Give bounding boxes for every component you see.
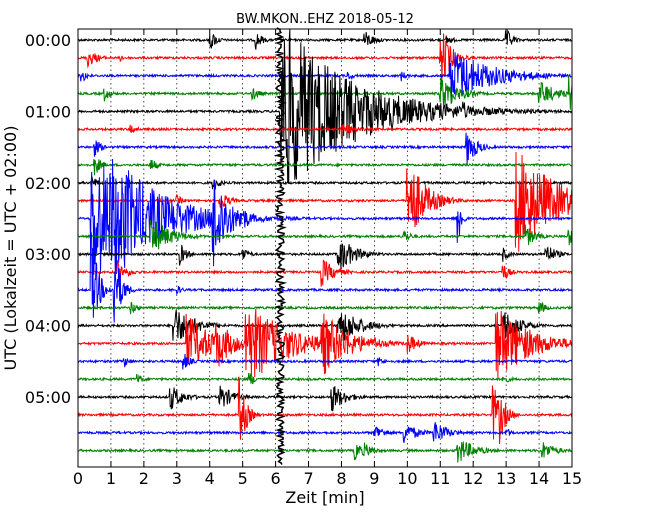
trace-line <box>77 309 573 341</box>
trace-line <box>77 151 573 252</box>
trace-line <box>77 29 573 184</box>
x-tick-label: 11 <box>430 469 450 488</box>
trace-line <box>77 441 573 463</box>
x-tick-label: 4 <box>205 469 215 488</box>
trace-line <box>77 132 573 165</box>
x-tick-label: 8 <box>336 469 346 488</box>
x-axis-label: Zeit [min] <box>285 488 364 507</box>
y-tick-label: 00:00 <box>25 31 71 50</box>
x-tick-label: 13 <box>496 469 516 488</box>
events-layer <box>273 27 288 465</box>
x-tick-label: 0 <box>73 469 83 488</box>
x-tick-label: 14 <box>529 469 549 488</box>
trace-line <box>77 385 573 412</box>
y-tick-label: 05:00 <box>25 388 71 407</box>
x-tick-label: 5 <box>238 469 248 488</box>
x-tick-label: 1 <box>106 469 116 488</box>
trace-line <box>77 33 573 82</box>
trace-line <box>77 372 573 385</box>
y-tick-label: 03:00 <box>25 245 71 264</box>
trace-line <box>77 308 573 379</box>
x-tick-label: 12 <box>463 469 483 488</box>
x-tick-label: 2 <box>139 469 149 488</box>
x-tick-label: 15 <box>562 469 582 488</box>
x-tick-label: 3 <box>172 469 182 488</box>
trace-line <box>77 158 573 176</box>
trace-line <box>77 219 573 250</box>
trace-line <box>77 124 573 138</box>
trace-line <box>77 243 573 270</box>
y-axis-ticks: 00:00 01:00 02:00 03:00 04:00 05:00 <box>25 31 84 407</box>
y-tick-label: 02:00 <box>25 174 71 193</box>
traces-layer <box>77 28 573 463</box>
trace-line <box>77 231 573 323</box>
trace-line <box>77 28 573 50</box>
chart-title: BW.MKON..EHZ 2018-05-12 <box>236 12 414 27</box>
plot-frame <box>77 28 573 468</box>
trace-line <box>77 353 573 370</box>
event-band <box>273 27 288 465</box>
trace-line <box>77 376 573 444</box>
x-tick-label: 9 <box>369 469 379 488</box>
y-tick-label: 01:00 <box>25 102 71 121</box>
y-tick-label: 04:00 <box>25 317 71 336</box>
x-tick-label: 7 <box>303 469 313 488</box>
trace-line <box>77 422 573 443</box>
x-tick-label: 10 <box>397 469 417 488</box>
trace-line <box>77 176 573 191</box>
y-axis-label: UTC (Lokalzeit = UTC + 02:00) <box>1 126 20 371</box>
trace-line <box>77 259 573 287</box>
trace-line <box>77 301 573 315</box>
x-tick-label: 6 <box>271 469 281 488</box>
x-axis-ticks: 0 1 2 3 4 5 6 7 8 9 10 11 12 13 14 15 <box>73 29 582 488</box>
